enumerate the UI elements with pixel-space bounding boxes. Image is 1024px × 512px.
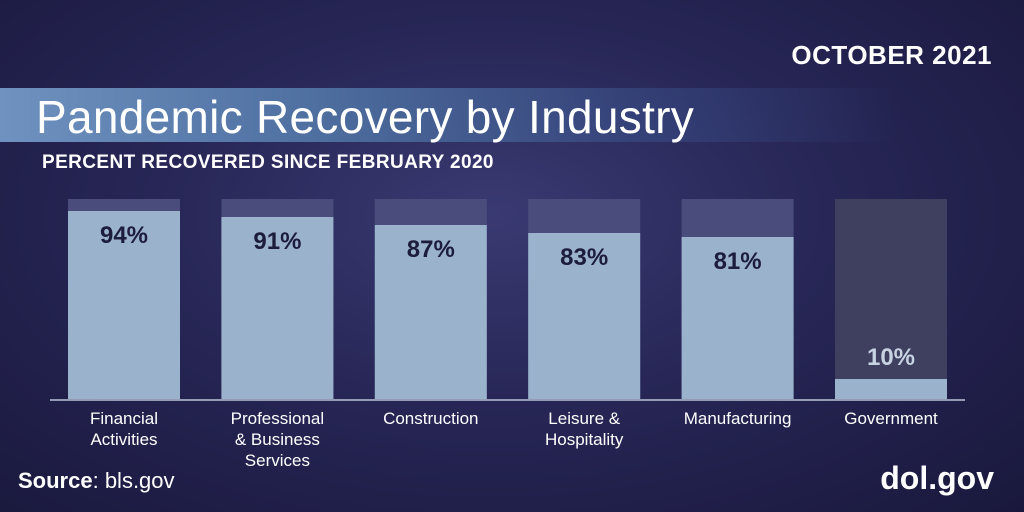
- title-band: [0, 88, 900, 142]
- category-label-line: & Business: [235, 430, 320, 449]
- category-label-line: Government: [844, 409, 938, 428]
- category-label-line: Manufacturing: [684, 409, 792, 428]
- chart-subtitle: PERCENT RECOVERED SINCE FEBRUARY 2020: [42, 152, 494, 173]
- category-label-line: Services: [245, 451, 310, 470]
- bar-1: [221, 217, 334, 399]
- page-title: Pandemic Recovery by Industry: [36, 91, 695, 143]
- value-label-5: 10%: [867, 344, 915, 371]
- category-label-line: Activities: [90, 430, 157, 449]
- category-label-3: Leisure & Hospitality: [545, 409, 624, 449]
- category-label-line: Professional: [231, 409, 325, 428]
- category-label-line: Financial: [90, 409, 158, 428]
- report-date: OCTOBER 2021: [791, 40, 992, 70]
- bar-0: [68, 211, 180, 399]
- brand-logo-text: dol.gov: [880, 460, 994, 496]
- category-label-4: Manufacturing: [684, 409, 792, 428]
- category-label-line: Leisure &: [548, 409, 620, 428]
- source-note: Source: bls.gov: [18, 468, 175, 494]
- value-label-3: 83%: [560, 244, 608, 271]
- category-label-line: Construction: [383, 409, 478, 428]
- category-label-5: Government: [844, 409, 938, 428]
- value-label-1: 91%: [253, 228, 301, 255]
- source-value: : bls.gov: [92, 468, 175, 493]
- category-label-2: Construction: [383, 409, 478, 428]
- bar-2: [374, 225, 487, 399]
- value-label-4: 81%: [714, 248, 762, 275]
- category-label-1: Professional & Business Services: [231, 409, 325, 470]
- source-label: Source: [18, 468, 93, 493]
- category-label-0: Financial Activities: [90, 409, 158, 449]
- bar-track-5: [835, 199, 947, 399]
- value-label-2: 87%: [407, 236, 455, 263]
- value-label-0: 94%: [100, 222, 148, 249]
- category-label-line: Hospitality: [545, 430, 624, 449]
- bar-4: [681, 237, 794, 399]
- bar-3: [528, 233, 641, 399]
- bar-5: [835, 379, 947, 399]
